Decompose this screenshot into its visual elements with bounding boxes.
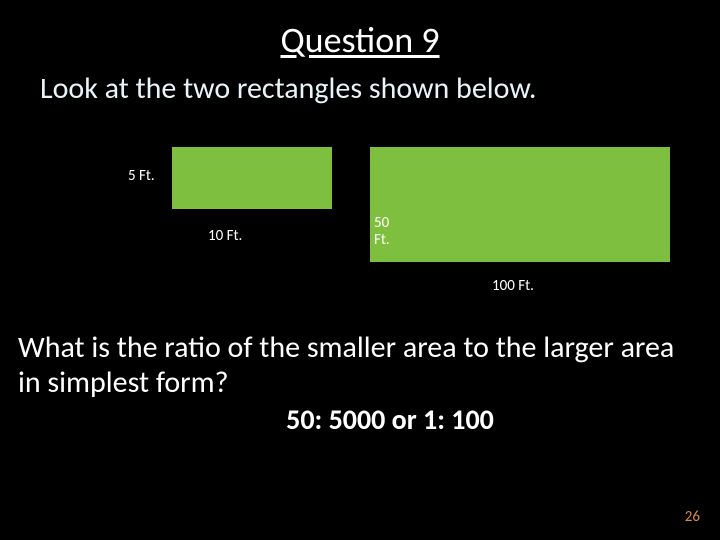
answer-text: 50: 5000 or 1: 100 <box>0 400 720 437</box>
large-rectangle <box>370 147 670 262</box>
rectangles-diagram: 5 Ft. 10 Ft. 50 Ft. 100 Ft. <box>0 127 720 327</box>
slide-title: Question 9 <box>0 0 720 62</box>
large-rect-height-label: 50 Ft. <box>374 215 402 248</box>
small-rect-height-label: 5 Ft. <box>128 167 155 185</box>
question-text: What is the ratio of the smaller area to… <box>0 331 720 400</box>
small-rect-width-label: 10 Ft. <box>208 227 242 245</box>
large-rect-width-label: 100 Ft. <box>492 277 534 295</box>
slide-subtitle: Look at the two rectangles shown below. <box>0 62 720 107</box>
page-number: 26 <box>685 508 700 526</box>
small-rectangle <box>172 147 332 209</box>
